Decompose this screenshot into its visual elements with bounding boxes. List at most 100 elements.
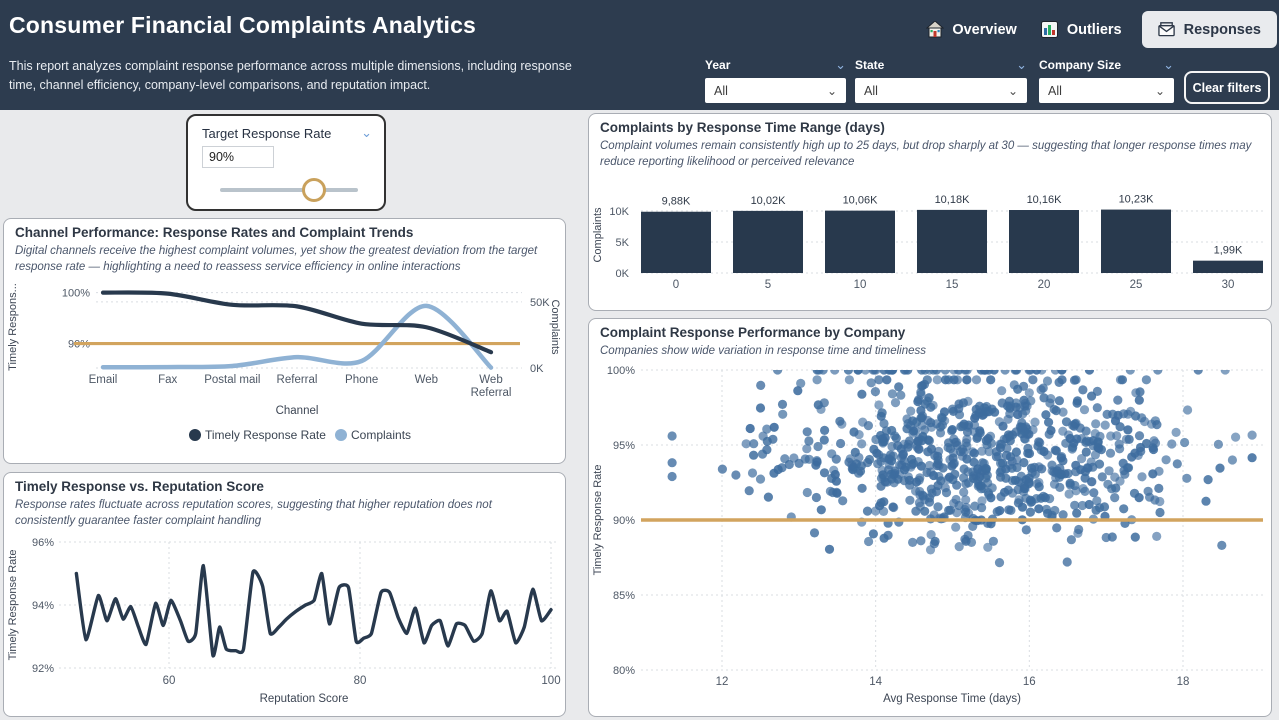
scatter-point[interactable]	[933, 481, 943, 491]
scatter-point[interactable]	[1013, 385, 1023, 395]
scatter-point[interactable]	[1044, 418, 1054, 428]
scatter-point[interactable]	[1093, 438, 1103, 448]
scatter-point[interactable]	[920, 399, 930, 409]
scatter-point[interactable]	[1010, 366, 1020, 375]
scatter-point[interactable]	[869, 445, 879, 455]
scatter-point[interactable]	[844, 375, 854, 385]
scatter-point[interactable]	[741, 439, 751, 449]
scatter-point[interactable]	[763, 492, 773, 503]
scatter-point[interactable]	[1074, 525, 1084, 535]
scatter-point[interactable]	[959, 487, 969, 498]
scatter-point[interactable]	[994, 558, 1005, 568]
scatter-point[interactable]	[1052, 523, 1062, 533]
scatter-point[interactable]	[911, 440, 921, 450]
scatter-point[interactable]	[1172, 459, 1182, 469]
scatter-point[interactable]	[887, 389, 897, 399]
scatter-point[interactable]	[956, 422, 966, 432]
reputation-line-series[interactable]	[74, 563, 553, 658]
scatter-point[interactable]	[957, 452, 967, 462]
scatter-point[interactable]	[1058, 510, 1068, 520]
scatter-point[interactable]	[1115, 422, 1125, 432]
company-size-select[interactable]: All ⌄	[1039, 78, 1174, 103]
scatter-point[interactable]	[1231, 432, 1241, 443]
scatter-point[interactable]	[717, 464, 727, 475]
scatter-point[interactable]	[747, 468, 758, 478]
scatter-point[interactable]	[812, 457, 822, 467]
scatter-point[interactable]	[1062, 557, 1072, 567]
scatter-point[interactable]	[1034, 462, 1044, 472]
scatter-point[interactable]	[983, 543, 993, 553]
scatter-point[interactable]	[981, 464, 991, 474]
scatter-point[interactable]	[813, 442, 823, 452]
scatter-point[interactable]	[1037, 366, 1047, 375]
chevron-down-icon[interactable]: ⌄	[361, 125, 372, 140]
scatter-point[interactable]	[1104, 466, 1114, 476]
scatter-point[interactable]	[1091, 419, 1101, 429]
scatter-point[interactable]	[1149, 436, 1159, 446]
scatter-point[interactable]	[898, 449, 908, 460]
scatter-point[interactable]	[1092, 403, 1102, 413]
scatter-point[interactable]	[1080, 487, 1090, 497]
scatter-point[interactable]	[1049, 405, 1059, 415]
scatter-point[interactable]	[887, 442, 897, 452]
target-rate-slider[interactable]	[220, 178, 358, 202]
scatter-point[interactable]	[1154, 484, 1164, 494]
scatter-point[interactable]	[1102, 410, 1112, 420]
scatter-point[interactable]	[935, 428, 946, 438]
scatter-point[interactable]	[1120, 470, 1130, 480]
scatter-point[interactable]	[1070, 501, 1080, 511]
scatter-point[interactable]	[1043, 450, 1053, 460]
scatter-point[interactable]	[1227, 455, 1237, 465]
state-select[interactable]: All ⌄	[855, 78, 1027, 103]
scatter-point[interactable]	[1077, 454, 1087, 464]
scatter-point[interactable]	[1217, 541, 1227, 551]
scatter-point[interactable]	[773, 366, 783, 375]
scatter-point[interactable]	[802, 427, 812, 437]
scatter-point[interactable]	[1071, 375, 1081, 385]
scatter-point[interactable]	[975, 408, 985, 418]
scatter-point[interactable]	[1016, 471, 1026, 482]
scatter-point[interactable]	[828, 488, 838, 498]
scatter-point[interactable]	[1134, 431, 1145, 441]
scatter-point[interactable]	[954, 366, 964, 375]
scatter-point[interactable]	[864, 537, 874, 547]
scatter-point[interactable]	[843, 366, 853, 375]
scatter-point[interactable]	[1148, 469, 1158, 479]
scatter-point[interactable]	[997, 386, 1007, 396]
scatter-point[interactable]	[890, 398, 901, 408]
scatter-point[interactable]	[1072, 508, 1082, 519]
scatter-point[interactable]	[1000, 366, 1010, 375]
scatter-point[interactable]	[870, 387, 880, 397]
scatter-point[interactable]	[796, 379, 806, 389]
scatter-point[interactable]	[827, 449, 837, 459]
scatter-point[interactable]	[1002, 443, 1012, 454]
scatter-point[interactable]	[949, 459, 959, 469]
scatter-point[interactable]	[1115, 444, 1125, 454]
scatter-point[interactable]	[1005, 431, 1015, 442]
scatter-point[interactable]	[809, 528, 820, 538]
scatter-point[interactable]	[940, 483, 950, 493]
scatter-point[interactable]	[1028, 375, 1038, 385]
scatter-point[interactable]	[876, 482, 886, 492]
scatter-point[interactable]	[667, 431, 677, 441]
scatter-point[interactable]	[961, 479, 971, 489]
scatter-point[interactable]	[749, 450, 759, 461]
scatter-point[interactable]	[1077, 501, 1087, 511]
scatter-point[interactable]	[1110, 472, 1120, 483]
scatter-point[interactable]	[923, 416, 933, 426]
scatter-point[interactable]	[1068, 443, 1078, 453]
scatter-point[interactable]	[933, 452, 943, 462]
scatter-point[interactable]	[950, 438, 960, 448]
scatter-point[interactable]	[1081, 447, 1091, 457]
scatter-point[interactable]	[811, 493, 821, 503]
chevron-down-icon[interactable]: ⌄	[1163, 57, 1174, 72]
scatter-point[interactable]	[969, 449, 979, 459]
scatter-point[interactable]	[1247, 453, 1257, 463]
scatter-point[interactable]	[1129, 489, 1140, 499]
scatter-point[interactable]	[1091, 505, 1101, 516]
scatter-point[interactable]	[1064, 430, 1074, 440]
scatter-point[interactable]	[1171, 428, 1181, 438]
scatter-point[interactable]	[857, 389, 867, 400]
scatter-point[interactable]	[1001, 451, 1012, 461]
scatter-point[interactable]	[1056, 453, 1066, 463]
